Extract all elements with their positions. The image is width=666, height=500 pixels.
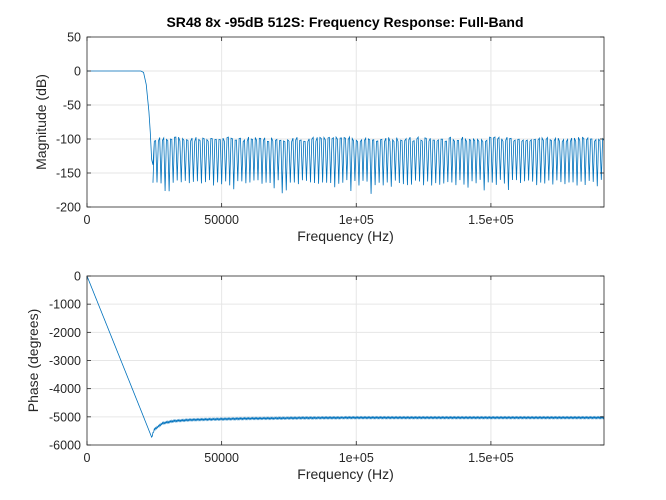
y-tick-label: -4000 [49,382,81,396]
magnitude-axes: 0 50000 1e+05 1.5e+05 50 0 -50 -100 -150 -200 Freq… [33,31,605,244]
y-axis-label: Magnitude (dB) [33,74,49,170]
x-axis-label: Frequency (Hz) [297,466,393,482]
x-tick-label: 0 [84,213,91,227]
axes-frame [86,36,605,208]
x-axis-label: Frequency (Hz) [297,228,393,244]
magnitude-series-line [87,70,604,194]
y-tick-label: -1000 [49,298,81,312]
y-tick-label: -3000 [49,354,81,368]
y-tick-label: 0 [74,65,81,79]
y-tick-label: -2000 [49,326,81,340]
phase-series-line [87,276,604,438]
y-tick-label: 0 [74,270,81,284]
x-tick-label: 50000 [204,451,239,465]
y-tick-label: -100 [56,133,81,147]
x-tick-label: 1.5e+05 [468,213,514,227]
phase-axes: 0 50000 1e+05 1.5e+05 0 -1000 -2000 -3000 -4000 -… [25,270,605,482]
chart-title: SR48 8x -95dB 512S: Frequency Response: … [166,14,523,30]
y-axis-label: Phase (degrees) [25,309,41,413]
x-tick-label: 50000 [204,213,239,227]
x-tick-label: 1.5e+05 [468,451,514,465]
y-tick-label: 50 [67,31,81,45]
x-tick-label: 1e+05 [339,213,374,227]
x-tick-label: 0 [84,451,91,465]
y-tick-label: -5000 [49,410,81,424]
y-tick-label: -50 [63,99,81,113]
y-tick-label: -6000 [49,439,81,453]
x-tick-label: 1e+05 [339,451,374,465]
y-tick-label: -150 [56,167,81,181]
y-tick-label: -200 [56,201,81,215]
